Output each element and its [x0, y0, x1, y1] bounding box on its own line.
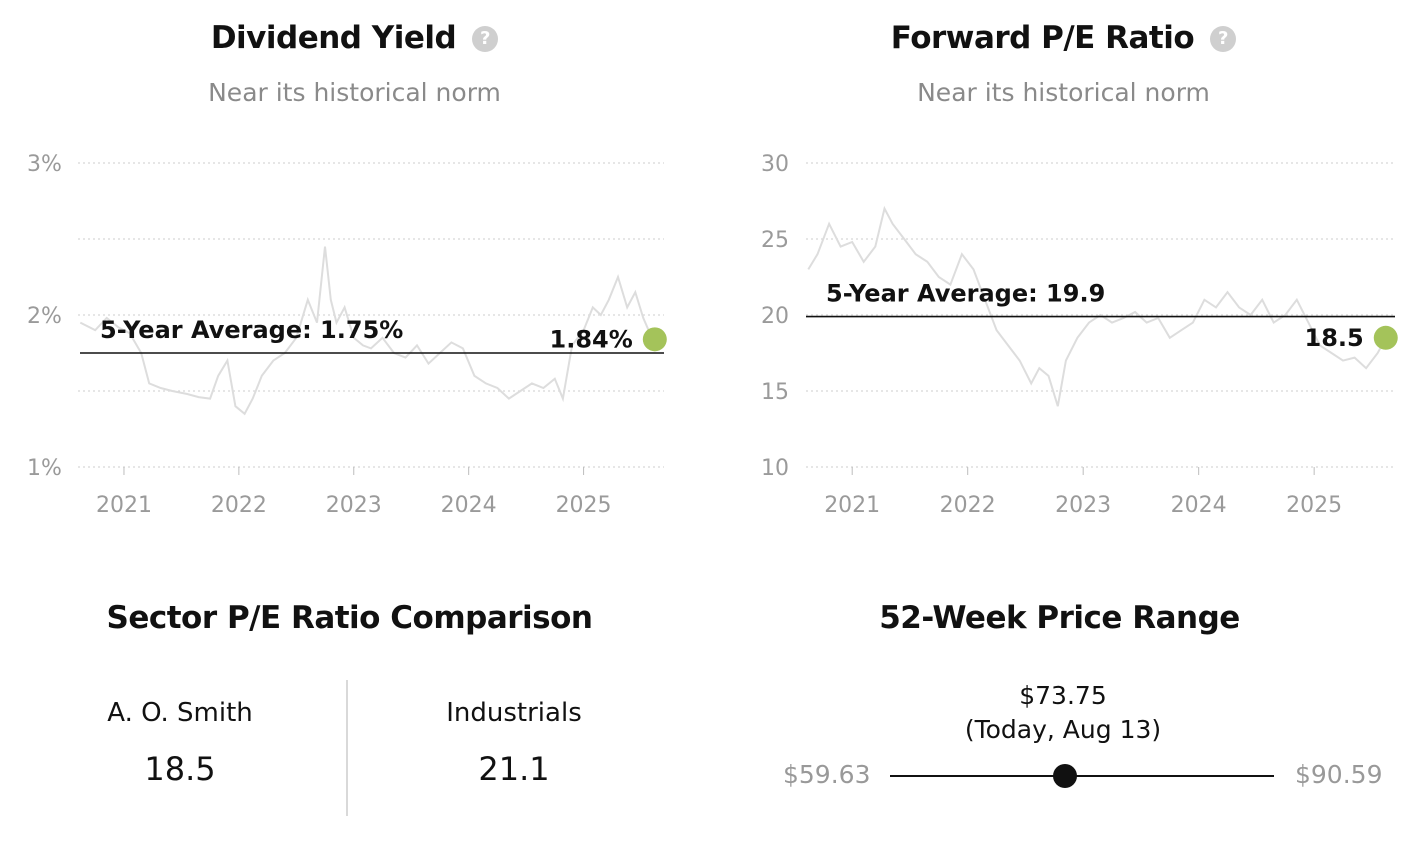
x-tick-label: 2023	[1055, 493, 1111, 518]
y-tick-label: 1%	[27, 456, 62, 481]
x-tick-label: 2025	[556, 493, 612, 518]
sector-divider	[346, 680, 348, 816]
forward-pe-panel: Forward P/E Ratio? Near its historical n…	[709, 0, 1418, 540]
sector-comparison-panel: Sector P/E Ratio Comparison A. O. Smith …	[0, 590, 709, 830]
x-tick-label: 2022	[940, 493, 996, 518]
y-tick-label: 10	[761, 456, 789, 481]
current-value-label: 18.5	[1305, 324, 1364, 352]
dividend-yield-title: Dividend Yield	[210, 20, 457, 56]
dividend-yield-subtitle: Near its historical norm	[208, 78, 501, 107]
x-tick-label: 2024	[441, 493, 497, 518]
high-price: $90.59	[1295, 760, 1383, 789]
current-price-label: $73.75 (Today, Aug 13)	[913, 679, 1213, 747]
current-value-marker	[642, 327, 667, 352]
x-tick-label: 2021	[824, 493, 880, 518]
current-value-label: 1.84%	[550, 325, 633, 353]
y-tick-label: 2%	[27, 304, 62, 329]
y-tick-label: 15	[761, 380, 789, 405]
company-name: A. O. Smith	[107, 698, 253, 728]
y-tick-label: 30	[761, 152, 789, 177]
dividend-yield-chart: 1% 2% 3% 2021 2022 2023 2024 2025 5-Year Average…	[27, 152, 667, 518]
dividend-yield-title-row: Dividend Yield?	[0, 20, 709, 56]
low-price: $59.63	[783, 760, 871, 789]
history-line	[79, 246, 654, 416]
history-line	[807, 205, 1387, 407]
y-tick-label: 20	[761, 304, 789, 329]
average-label: 5-Year Average: 1.75%	[100, 316, 403, 344]
question-circle-icon[interactable]: ?	[472, 26, 499, 52]
company-pe-value: 18.5	[144, 750, 216, 788]
forward-pe-subtitle: Near its historical norm	[917, 78, 1210, 107]
industry-pe-value: 21.1	[478, 750, 550, 788]
x-tick-label: 2025	[1286, 493, 1342, 518]
question-circle-icon[interactable]: ?	[1210, 26, 1237, 52]
x-tick-label: 2022	[211, 493, 267, 518]
average-label: 5-Year Average: 19.9	[826, 280, 1105, 308]
current-price: $73.75	[1019, 681, 1107, 710]
x-tick-label: 2021	[96, 493, 152, 518]
y-tick-label: 3%	[27, 152, 62, 177]
current-price-marker	[1053, 764, 1078, 788]
price-range-track	[890, 775, 1274, 777]
sector-comparison-title: Sector P/E Ratio Comparison	[106, 600, 593, 636]
forward-pe-title: Forward P/E Ratio	[890, 20, 1195, 56]
dividend-yield-panel: Dividend Yield? Near its historical norm…	[0, 0, 709, 540]
x-tick-label: 2023	[326, 493, 382, 518]
sector-comparison-title-row: Sector P/E Ratio Comparison	[0, 600, 709, 636]
x-tick-label: 2024	[1171, 493, 1227, 518]
industry-name: Industrials	[446, 698, 582, 728]
current-price-note: (Today, Aug 13)	[964, 715, 1162, 744]
forward-pe-title-row: Forward P/E Ratio?	[709, 20, 1418, 56]
price-range-title: 52-Week Price Range	[879, 600, 1240, 636]
y-tick-label: 25	[761, 228, 789, 253]
sector-industry: Industrials 21.1	[394, 698, 634, 788]
current-value-marker	[1373, 325, 1398, 350]
sector-company: A. O. Smith 18.5	[60, 698, 300, 788]
price-range-title-row: 52-Week Price Range	[701, 600, 1418, 636]
price-range-panel: 52-Week Price Range $73.75 (Today, Aug 1…	[709, 590, 1418, 830]
